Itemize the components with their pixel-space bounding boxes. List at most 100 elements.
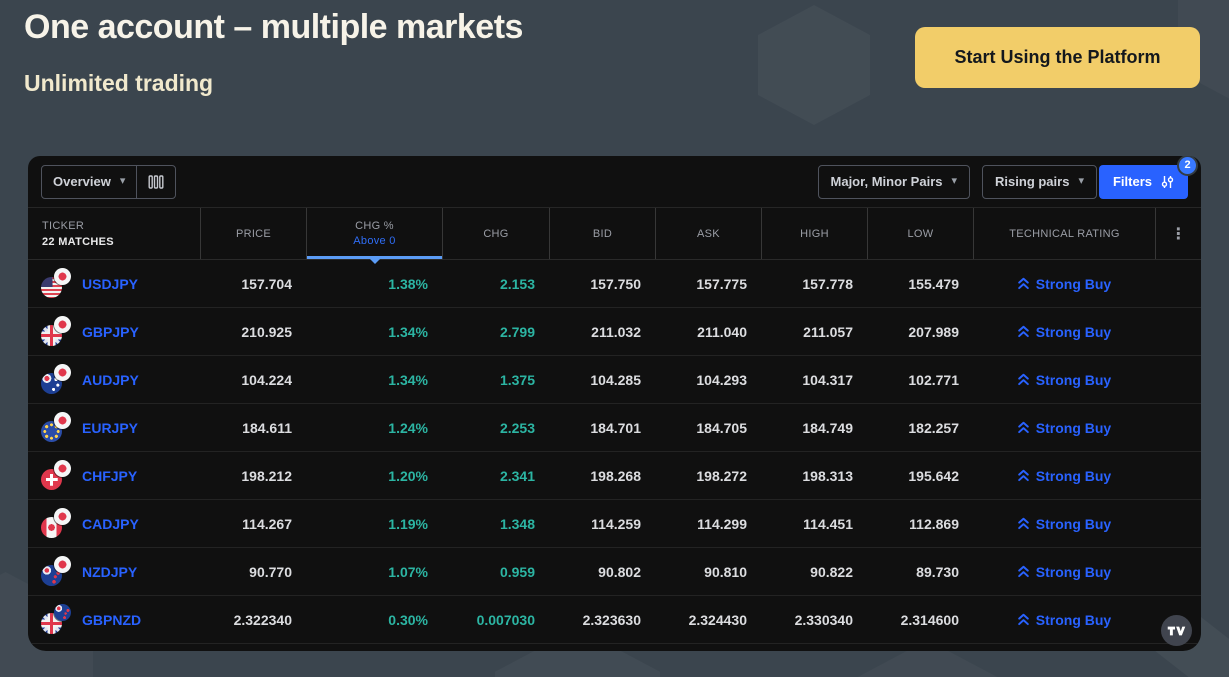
technical-rating-cell[interactable]: Strong Buy [973, 404, 1155, 451]
ticker-cell: NZDJPY [28, 548, 200, 595]
table-row[interactable]: NZDJPY 90.770 1.07% 0.959 90.802 90.810 … [28, 548, 1201, 596]
ticker-symbol[interactable]: CADJPY [82, 516, 139, 532]
table-row[interactable]: EURJPY 184.611 1.24% 2.253 184.701 184.7… [28, 404, 1201, 452]
quote-currency-flag-icon [54, 364, 71, 381]
ticker-symbol[interactable]: NZDJPY [82, 564, 137, 580]
row-menu-cell [1155, 308, 1201, 355]
ticker-symbol[interactable]: GBPJPY [82, 324, 139, 340]
technical-rating-cell[interactable]: Strong Buy [973, 308, 1155, 355]
technical-rating-label: Strong Buy [1036, 276, 1111, 292]
price-header-label: PRICE [236, 228, 271, 240]
chg-percent-header-label: CHG % [355, 220, 394, 232]
currency-pair-flags-icon [41, 268, 72, 299]
low-cell: 195.642 [867, 452, 973, 499]
chg-cell: 2.341 [442, 452, 549, 499]
ticker-symbol[interactable]: AUDJPY [82, 372, 139, 388]
quote-currency-flag-icon [54, 412, 71, 429]
chg-percent-cell: 1.24% [306, 404, 442, 451]
chg-percent-cell: 1.07% [306, 548, 442, 595]
table-row[interactable]: CHFJPY 198.212 1.20% 2.341 198.268 198.2… [28, 452, 1201, 500]
ask-cell: 2.324430 [655, 596, 761, 643]
filters-button[interactable]: Filters 2 [1099, 165, 1188, 199]
low-cell: 89.730 [867, 548, 973, 595]
high-cell: 104.317 [761, 356, 867, 403]
technical-rating-cell[interactable]: Strong Buy [973, 500, 1155, 547]
low-cell: 2.314600 [867, 596, 973, 643]
ticker-cell: EURJPY [28, 404, 200, 451]
quote-currency-flag-icon [54, 508, 71, 525]
ask-cell: 184.705 [655, 404, 761, 451]
ticker-symbol[interactable]: GBPNZD [82, 612, 141, 628]
price-cell: 2.322340 [200, 596, 306, 643]
high-cell: 157.778 [761, 260, 867, 307]
price-cell: 184.611 [200, 404, 306, 451]
technical-rating-cell[interactable]: Strong Buy [973, 596, 1155, 643]
quote-currency-flag-icon [54, 556, 71, 573]
columns-settings-button[interactable] [136, 166, 175, 198]
tradingview-logo-button[interactable] [1161, 615, 1192, 646]
page-title: One account – multiple markets [24, 8, 523, 47]
column-header-ticker[interactable]: TICKER 22 MATCHES [28, 208, 200, 259]
ticker-cell: CADJPY [28, 500, 200, 547]
page: One account – multiple markets Unlimited… [0, 0, 1229, 677]
filters-label: Filters [1113, 174, 1152, 189]
strong-buy-chevrons-icon [1017, 613, 1030, 626]
column-header-chg-percent[interactable]: CHG % Above 0 [306, 208, 442, 259]
row-menu-cell [1155, 548, 1201, 595]
chg-percent-cell: 1.20% [306, 452, 442, 499]
column-header-high[interactable]: HIGH [761, 208, 867, 259]
ask-cell: 90.810 [655, 548, 761, 595]
chg-cell: 2.153 [442, 260, 549, 307]
page-subtitle: Unlimited trading [24, 70, 213, 97]
strong-buy-chevrons-icon [1017, 565, 1030, 578]
column-header-ask[interactable]: ASK [655, 208, 761, 259]
price-cell: 198.212 [200, 452, 306, 499]
table-row[interactable]: AUDJPY 104.224 1.34% 1.375 104.285 104.2… [28, 356, 1201, 404]
technical-rating-cell[interactable]: Strong Buy [973, 548, 1155, 595]
chg-cell: 0.959 [442, 548, 549, 595]
column-header-chg[interactable]: CHG [442, 208, 549, 259]
bid-cell: 2.323630 [549, 596, 655, 643]
chg-percent-cell: 1.34% [306, 356, 442, 403]
ask-cell: 104.293 [655, 356, 761, 403]
table-row[interactable]: CADJPY 114.267 1.19% 1.348 114.259 114.2… [28, 500, 1201, 548]
chg-percent-cell: 1.19% [306, 500, 442, 547]
technical-rating-label: Strong Buy [1036, 516, 1111, 532]
chg-cell: 2.799 [442, 308, 549, 355]
column-header-low[interactable]: LOW [867, 208, 973, 259]
chg-cell: 1.375 [442, 356, 549, 403]
ask-header-label: ASK [697, 228, 720, 240]
table-body: USDJPY 157.704 1.38% 2.153 157.750 157.7… [28, 260, 1201, 644]
ticker-symbol[interactable]: USDJPY [82, 276, 138, 292]
low-cell: 112.869 [867, 500, 973, 547]
table-row[interactable]: GBPNZD 2.322340 0.30% 0.007030 2.323630 … [28, 596, 1201, 644]
high-cell: 184.749 [761, 404, 867, 451]
row-menu-cell [1155, 356, 1201, 403]
table-row[interactable]: USDJPY 157.704 1.38% 2.153 157.750 157.7… [28, 260, 1201, 308]
column-header-price[interactable]: PRICE [200, 208, 306, 259]
bid-cell: 211.032 [549, 308, 655, 355]
view-selector-dropdown[interactable]: Overview ▾ [42, 166, 136, 198]
chg-percent-cell: 0.30% [306, 596, 442, 643]
market-filter-dropdown[interactable]: Major, Minor Pairs ▾ [818, 165, 971, 199]
currency-pair-flags-icon [41, 364, 72, 395]
technical-rating-label: Strong Buy [1036, 420, 1111, 436]
market-screener-widget: Overview ▾ Major, Minor Pairs [28, 156, 1201, 651]
technical-rating-cell[interactable]: Strong Buy [973, 260, 1155, 307]
table-row[interactable]: GBPJPY 210.925 1.34% 2.799 211.032 211.0… [28, 308, 1201, 356]
bid-cell: 184.701 [549, 404, 655, 451]
price-cell: 104.224 [200, 356, 306, 403]
technical-rating-cell[interactable]: Strong Buy [973, 452, 1155, 499]
preset-filter-dropdown[interactable]: Rising pairs ▾ [982, 165, 1097, 199]
ticker-symbol[interactable]: CHFJPY [82, 468, 137, 484]
view-selector-label: Overview [53, 174, 111, 189]
column-header-bid[interactable]: BID [549, 208, 655, 259]
start-platform-button[interactable]: Start Using the Platform [915, 27, 1200, 88]
ticker-symbol[interactable]: EURJPY [82, 420, 138, 436]
column-header-technical-rating[interactable]: TECHNICAL RATING [973, 208, 1155, 259]
ticker-cell: GBPJPY [28, 308, 200, 355]
price-cell: 90.770 [200, 548, 306, 595]
column-header-menu[interactable]: ⋮ [1155, 208, 1201, 259]
technical-rating-cell[interactable]: Strong Buy [973, 356, 1155, 403]
currency-pair-flags-icon [41, 316, 72, 347]
